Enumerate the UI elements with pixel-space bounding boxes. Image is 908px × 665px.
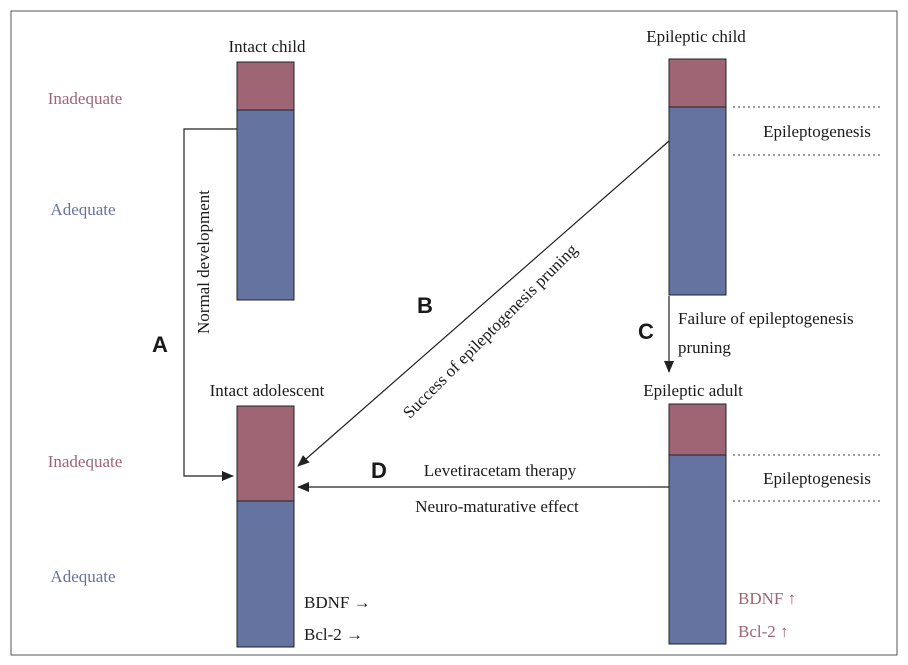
epileptic-adult-inadequate-segment [668, 403, 727, 456]
intact-adolescent-adequate-segment [236, 500, 295, 648]
levetiracetam-label: Levetiracetam therapy [424, 461, 577, 480]
arrow-a-normal-development [183, 128, 237, 481]
epileptic-child-bar [668, 58, 727, 296]
adequate-label-bottom: Adequate [50, 567, 115, 586]
intact-child-bar [236, 61, 295, 301]
epileptic-adult-title: Epileptic adult [643, 381, 743, 400]
failure-pruning-label-line2: pruning [678, 338, 731, 357]
letter-c: C [638, 319, 654, 344]
intact-child-title: Intact child [229, 37, 306, 56]
letter-d: D [371, 458, 387, 483]
inadequate-label-bottom: Inadequate [48, 452, 123, 471]
failure-pruning-label-line1: Failure of epileptogenesis [678, 309, 854, 328]
epileptic-adult-bar [668, 403, 727, 645]
success-pruning-label: Success of epileptogenesis pruning [399, 240, 581, 422]
bdnf-adolescent-label: BDNF → [304, 593, 371, 612]
epileptogenesis-label-top: Epileptogenesis [763, 122, 871, 141]
bdnf-adult-label: BDNF ↑ [738, 589, 796, 608]
normal-development-label: Normal development [194, 190, 213, 334]
intact-child-inadequate-segment [236, 61, 295, 111]
intact-adolescent-title: Intact adolescent [210, 381, 325, 400]
arrow-b-success-pruning [297, 140, 670, 467]
epileptic-child-title: Epileptic child [646, 27, 746, 46]
epileptic-child-inadequate-segment [668, 58, 727, 108]
figure-frame [10, 10, 898, 656]
intact-child-adequate-segment [236, 109, 295, 301]
letter-a: A [152, 332, 168, 357]
bcl2-adolescent-label: Bcl-2 → [304, 625, 363, 644]
neuro-maturative-label: Neuro-maturative effect [415, 497, 579, 516]
epileptic-child-adequate-segment [668, 106, 727, 296]
letter-b: B [417, 293, 433, 318]
epileptogenesis-label-bottom: Epileptogenesis [763, 469, 871, 488]
adequate-label-top: Adequate [50, 200, 115, 219]
intact-adolescent-bar [236, 405, 295, 648]
epileptic-adult-adequate-segment [668, 454, 727, 645]
bcl2-adult-label: Bcl-2 ↑ [738, 622, 789, 641]
intact-adolescent-inadequate-segment [236, 405, 295, 502]
inadequate-label-top: Inadequate [48, 89, 123, 108]
